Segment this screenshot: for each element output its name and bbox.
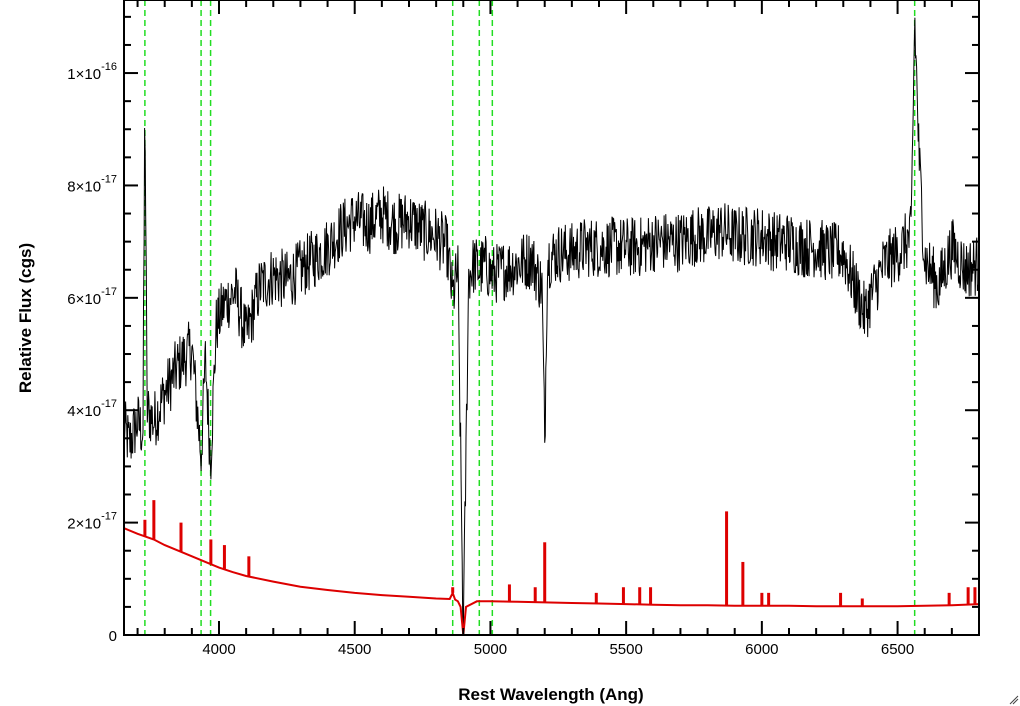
y-tick-label: 6×10-17: [67, 286, 117, 308]
y-tick-label: 4×10-17: [67, 398, 117, 420]
y-tick-label: 1×10-16: [67, 61, 117, 83]
reference-lines: [144, 0, 916, 635]
data-series: [123, 17, 980, 636]
x-tick-label: 4000: [202, 641, 235, 658]
y-tick-label: 2×10-17: [67, 511, 117, 533]
y-tick-label: 8×10-17: [67, 173, 117, 195]
x-axis-title: Rest Wavelength (Ang): [458, 685, 643, 704]
observed-spectrum-line: [123, 17, 980, 636]
tick-labels: 4000 4500 5000 5500 6000 6500 0 2×10-17 4×10-17 6…: [67, 61, 914, 658]
x-tick-label: 6500: [881, 641, 914, 658]
plot-frame: [123, 0, 980, 636]
model-spectrum-line: [123, 527, 980, 636]
x-tick-label: 6000: [745, 641, 778, 658]
resize-grip-icon[interactable]: [1009, 695, 1019, 705]
y-tick-label: 0: [109, 628, 117, 645]
x-tick-label: 5500: [609, 641, 642, 658]
y-axis-title: Relative Flux (cgs): [16, 243, 35, 393]
x-tick-label: 5000: [474, 641, 507, 658]
x-tick-label: 4500: [338, 641, 371, 658]
